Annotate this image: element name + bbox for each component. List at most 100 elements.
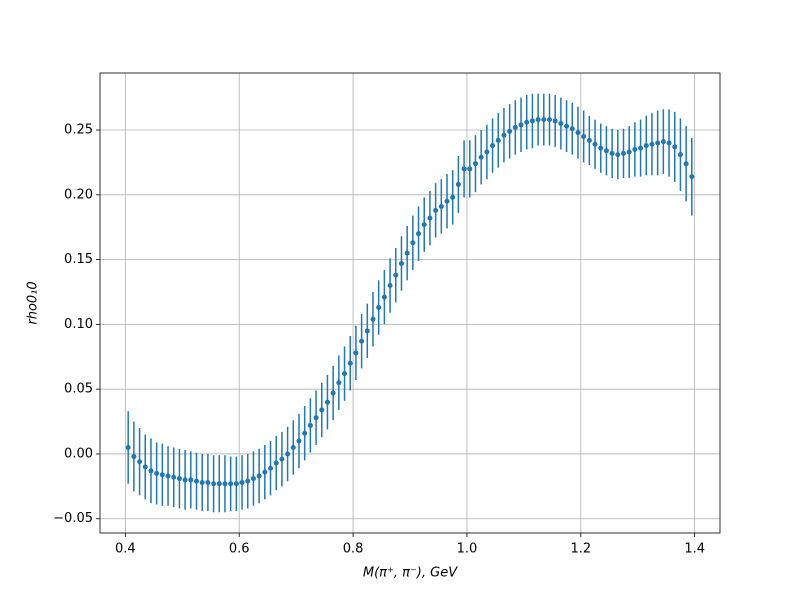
data-point [592, 141, 598, 147]
data-point [455, 181, 461, 187]
data-point [518, 122, 524, 128]
data-point [188, 477, 194, 483]
data-point [490, 143, 496, 149]
y-tick-label: 0.20 [64, 187, 93, 202]
data-point [142, 464, 148, 470]
data-point [165, 473, 171, 479]
data-point [359, 338, 365, 344]
data-point [478, 154, 484, 160]
data-point [159, 472, 165, 478]
x-tick-label: 0.4 [115, 542, 136, 557]
data-point [421, 222, 427, 228]
data-point [581, 133, 587, 139]
data-point [541, 117, 547, 123]
data-point [364, 328, 370, 334]
data-point [137, 459, 143, 465]
data-point [279, 456, 285, 462]
data-point [689, 174, 695, 180]
data-point [677, 152, 683, 158]
data-point [381, 294, 387, 300]
data-point [324, 399, 330, 405]
data-point [199, 479, 205, 485]
data-point [655, 140, 661, 146]
x-tick-label: 1.4 [684, 542, 705, 557]
y-tick-label: 0.00 [64, 446, 93, 461]
data-point [194, 478, 200, 484]
data-point [370, 316, 376, 322]
data-point [171, 474, 177, 480]
data-point [262, 469, 268, 475]
data-point [603, 148, 609, 154]
data-point [666, 140, 672, 146]
data-point [250, 476, 256, 482]
data-point [535, 117, 541, 123]
x-tick-label: 0.8 [343, 542, 364, 557]
data-point [336, 380, 342, 386]
data-point [205, 479, 211, 485]
data-point [461, 166, 467, 172]
data-point [376, 305, 382, 311]
data-point [182, 477, 188, 483]
data-point [484, 149, 490, 155]
data-point [256, 473, 262, 479]
data-point [154, 470, 160, 476]
data-point [615, 152, 621, 158]
x-tick-label: 1.0 [457, 542, 478, 557]
data-point [501, 132, 507, 138]
data-point [416, 231, 422, 237]
data-point [313, 415, 319, 421]
data-point [342, 371, 348, 377]
data-point [330, 390, 336, 396]
data-point [393, 272, 399, 278]
y-tick-label: −0.05 [53, 511, 93, 526]
y-axis-label: rho0₁0 [26, 281, 41, 324]
data-point [546, 117, 552, 123]
data-point [222, 481, 228, 487]
data-point [626, 149, 632, 155]
data-point [444, 198, 450, 204]
data-point [467, 166, 473, 172]
data-point [302, 430, 308, 436]
data-point [586, 137, 592, 143]
data-point [643, 143, 649, 149]
x-tick-label: 0.6 [229, 542, 250, 557]
data-point [564, 123, 570, 129]
data-point [598, 145, 604, 151]
data-point [131, 454, 137, 460]
data-point [575, 130, 581, 136]
data-point [620, 150, 626, 156]
data-point [433, 207, 439, 213]
data-point [472, 161, 478, 167]
data-point [438, 203, 444, 209]
data-point [638, 145, 644, 151]
data-point [609, 150, 615, 156]
data-point [524, 119, 530, 125]
data-point [319, 407, 325, 413]
data-point [569, 126, 575, 132]
data-point [660, 139, 666, 145]
data-point [507, 128, 513, 134]
data-point [307, 422, 313, 428]
data-point [558, 121, 564, 127]
data-point [290, 444, 296, 450]
data-point [216, 481, 222, 487]
data-point [245, 478, 251, 484]
data-point [552, 118, 558, 124]
data-point [273, 460, 279, 466]
data-point [211, 481, 217, 487]
x-tick-label: 1.2 [570, 542, 591, 557]
data-point [495, 137, 501, 143]
data-point [632, 146, 638, 152]
data-point [387, 283, 393, 289]
data-point [347, 360, 353, 366]
data-point [672, 144, 678, 150]
data-point [268, 465, 274, 471]
y-tick-label: 0.25 [64, 123, 93, 138]
data-point [239, 479, 245, 485]
y-tick-label: 0.15 [64, 252, 93, 267]
y-tick-label: 0.05 [64, 382, 93, 397]
data-point [450, 194, 456, 200]
x-axis-label: M(π⁺, π⁻), GeV [363, 566, 458, 581]
